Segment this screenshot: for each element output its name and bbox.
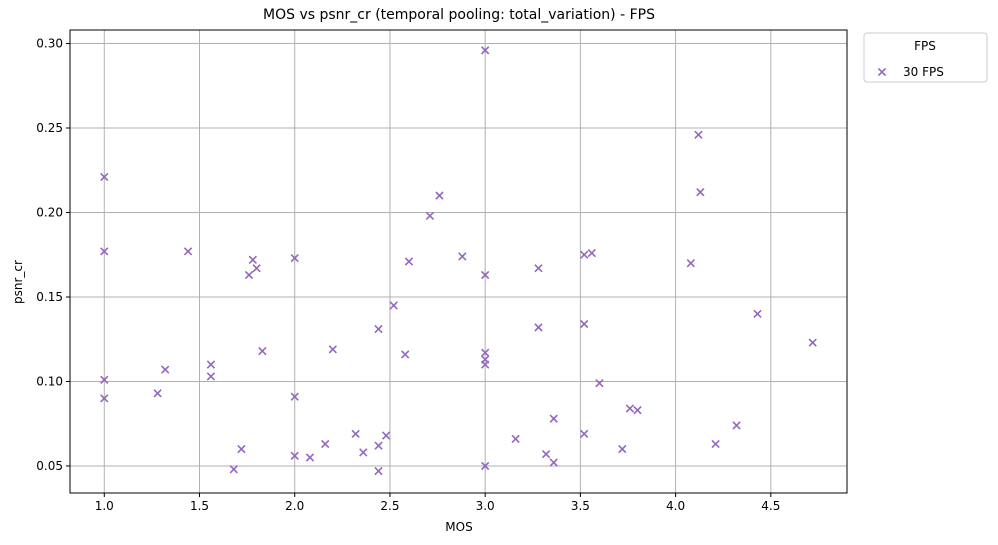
data-point [696,188,705,197]
data-point [206,360,216,369]
data-point [753,309,762,319]
grid [70,30,847,493]
x-tick-label: 3.0 [476,499,495,513]
data-point [100,247,109,256]
data-point [321,439,330,449]
data-points [100,46,817,476]
data-point [435,191,444,200]
data-point [480,461,490,471]
data-point [732,421,741,430]
legend: FPS 30 FPS [863,32,988,83]
x-tick-label: 3.5 [571,499,590,513]
data-point [511,434,520,444]
legend-marker-x-icon [877,67,887,77]
data-point [374,441,383,450]
data-point [480,360,490,369]
data-point [381,431,391,440]
data-point [100,394,109,403]
data-point [229,465,238,474]
data-point [252,264,261,273]
data-point [100,172,109,182]
data-point [625,404,635,413]
data-point [389,301,398,310]
data-point [580,429,589,439]
data-point [374,466,383,476]
data-point [618,444,627,454]
y-tick-label: 0.20 [36,205,63,219]
legend-title: FPS [914,39,936,53]
data-point [244,270,254,280]
data-point [686,259,696,268]
data-point [206,372,216,381]
data-point [480,348,490,357]
data-point [100,375,109,384]
y-tick-label: 0.10 [36,374,63,388]
data-point [258,346,267,356]
x-tick-label: 2.5 [380,499,399,513]
data-point [480,270,490,280]
y-axis-label: psnr_cr [11,260,25,304]
data-point [290,253,299,263]
data-point [404,257,414,266]
data-point [359,448,368,457]
data-point [328,345,337,354]
plot-area-frame [69,29,848,494]
data-point [401,350,410,359]
y-tick-label: 0.25 [36,121,63,135]
data-point [549,414,558,423]
data-point [587,248,596,258]
data-point [161,365,170,374]
legend-entry-30-fps: 30 FPS [903,65,944,79]
data-point [580,319,589,329]
data-point [183,247,193,256]
data-point [153,389,162,398]
data-point [549,458,558,467]
data-point [534,264,543,273]
y-tick-label: 0.15 [36,290,63,304]
data-point [694,130,703,139]
axis-ticks: 1.0 1.5 2.0 2.5 3.0 3.5 4.0 4.5 0.05 0.10 0.15 0.20… [36,37,780,513]
data-point [351,429,360,439]
x-tick-label: 4.0 [666,499,685,513]
legend-frame [863,32,988,83]
x-axis-label: MOS [445,520,472,534]
y-tick-label: 0.05 [36,459,63,473]
data-point [290,392,299,401]
legend-marker-x [877,67,887,77]
data-point [480,46,490,55]
data-point [580,250,589,259]
data-point [374,324,383,334]
y-tick-label: 0.30 [36,37,63,51]
data-point [808,338,817,347]
data-point [290,451,299,460]
x-tick-label: 4.5 [761,499,780,513]
data-point [541,449,551,459]
x-tick-label: 2.0 [285,499,304,513]
data-point [458,252,467,261]
data-point [425,211,435,221]
data-point [595,378,604,388]
data-point [237,444,246,454]
data-point [248,255,257,264]
data-point [534,323,543,332]
chart-title: MOS vs psnr_cr (temporal pooling: total_… [263,7,655,23]
data-point [711,439,720,449]
x-tick-label: 1.5 [190,499,209,513]
x-tick-label: 1.0 [95,499,114,513]
data-point [633,406,642,415]
data-point [305,453,315,462]
